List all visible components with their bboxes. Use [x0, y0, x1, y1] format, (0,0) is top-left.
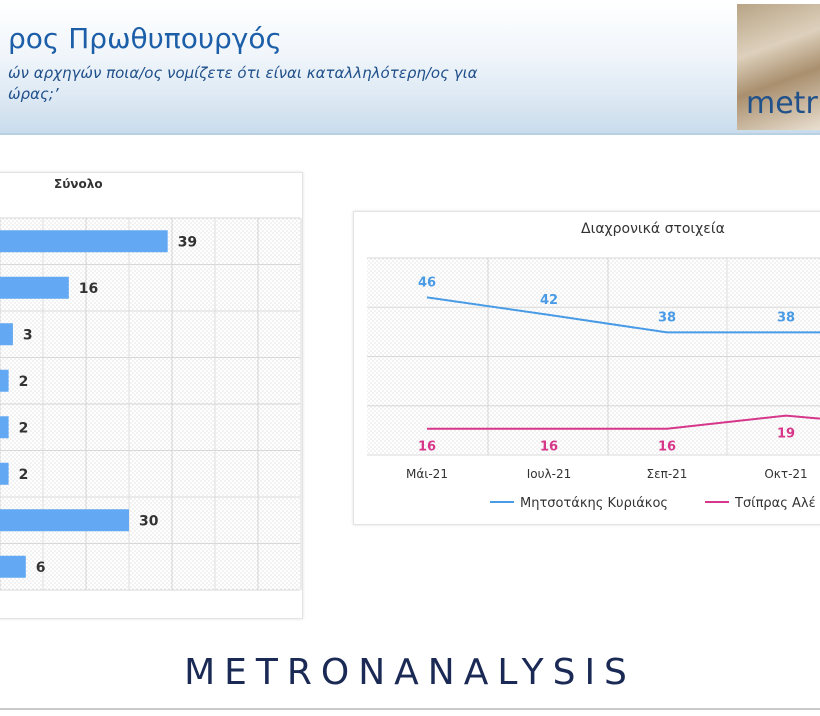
bar-value-label: 2 [19, 420, 29, 436]
line-data-label: 38 [658, 310, 676, 325]
series-line-2 [427, 414, 820, 430]
bar [0, 416, 9, 439]
legend-label-2: Τσίπρας Αλέ [734, 496, 816, 511]
bar-value-label: 2 [19, 467, 29, 483]
bar-value-label: 30 [139, 513, 159, 529]
metron-logo-text: metr [746, 86, 818, 121]
line-data-label: 16 [418, 440, 436, 455]
line-data-label: 46 [418, 275, 436, 290]
footer-divider [0, 708, 820, 710]
bar-value-label: 6 [36, 560, 46, 576]
line-data-label: 42 [540, 293, 558, 308]
bar [0, 555, 26, 578]
bar [0, 230, 168, 253]
line-data-label: 16 [658, 440, 676, 455]
x-tick-label: Μάι-21 [406, 467, 448, 481]
bar-value-label: 16 [79, 281, 98, 297]
header-banner: ρος Πρωθυπουργός ών αρχηγών ποια/ος νομί… [0, 0, 820, 135]
bar-value-label: 39 [178, 234, 197, 250]
line-data-label: 16 [540, 440, 558, 455]
bar-chart-title: Σύνολο [54, 177, 103, 191]
bar-value-label: 2 [19, 374, 29, 390]
bar [0, 509, 129, 532]
line-data-label: 19 [777, 427, 795, 442]
series-line-1 [426, 296, 820, 334]
question-line-1: ών αρχηγών ποια/ος νομίζετε ότι είναι κα… [8, 64, 478, 82]
line-chart-title: Διαχρονικά στοιχεία [581, 221, 725, 237]
bar [0, 369, 9, 392]
legend-label-1: Μητσοτάκης Κυριάκος [520, 496, 668, 511]
bar-value-label: 3 [23, 327, 33, 343]
x-tick-label: Σεπ-21 [647, 467, 688, 481]
bar [0, 462, 9, 485]
bar [0, 276, 69, 299]
line-data-label: 38 [777, 310, 795, 325]
x-tick-label: Ιουλ-21 [527, 467, 572, 481]
question-line-2: ώρας;’ [8, 85, 59, 103]
footer-logo: METRONANALYSIS [184, 652, 636, 693]
page-title: ρος Πρωθυπουργός [8, 22, 282, 55]
metron-logo-image: metr [737, 4, 820, 130]
x-tick-label: Οκτ-21 [764, 467, 807, 481]
bar [0, 323, 13, 346]
